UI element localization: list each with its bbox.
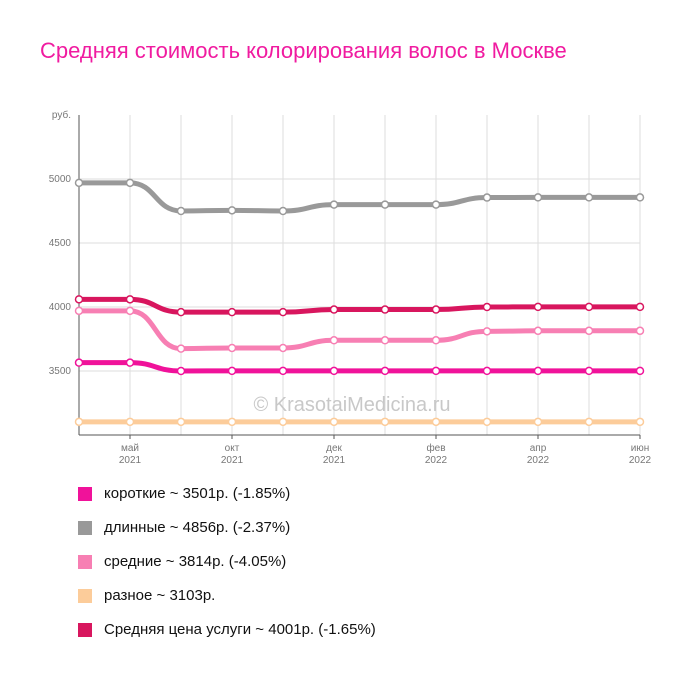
data-point	[380, 336, 390, 345]
data-point	[176, 206, 186, 216]
legend-label: Средняя цена услуги ~ 4001р. (-1.65%)	[104, 621, 376, 638]
data-point	[635, 366, 645, 376]
data-point	[533, 193, 543, 202]
data-point	[227, 307, 237, 317]
data-point	[278, 417, 288, 427]
legend-swatch	[78, 521, 92, 535]
data-point	[482, 366, 492, 376]
line-chart: 3500400045005000руб.май2021окт2021дек202…	[49, 109, 652, 466]
x-tick-label-month: май	[121, 443, 139, 454]
data-point	[176, 366, 186, 376]
y-tick-label: 3500	[49, 366, 72, 377]
legend-swatch	[78, 623, 92, 637]
data-point	[533, 302, 543, 312]
data-point	[74, 306, 84, 316]
data-point	[227, 206, 237, 215]
data-point	[74, 178, 84, 188]
chart-title: Средняя стоимость колорирования волос в …	[40, 38, 567, 63]
data-point	[380, 366, 390, 376]
legend-swatch	[78, 487, 92, 501]
data-point	[176, 344, 186, 353]
x-tick-label-year: 2021	[119, 455, 142, 466]
series-line	[76, 308, 643, 352]
legend-swatch	[78, 589, 92, 603]
data-point	[584, 302, 594, 312]
data-point	[176, 307, 186, 317]
data-point	[635, 417, 645, 427]
data-point	[431, 200, 441, 209]
data-point	[74, 358, 84, 367]
data-point	[482, 302, 492, 312]
data-point	[125, 295, 135, 304]
legend-label: средние ~ 3814р. (-4.05%)	[104, 553, 287, 570]
x-tick-label-year: 2021	[221, 455, 244, 466]
x-tick-label-month: окт	[225, 443, 240, 454]
data-point	[635, 326, 645, 336]
data-point	[431, 366, 441, 376]
data-point	[533, 326, 543, 336]
data-point	[584, 326, 594, 336]
data-point	[482, 327, 492, 336]
data-point	[380, 305, 390, 314]
data-point	[380, 200, 390, 209]
data-point	[584, 366, 594, 376]
series-line	[76, 180, 643, 214]
data-point	[584, 193, 594, 202]
data-point	[431, 336, 441, 345]
data-point	[584, 417, 594, 427]
series-line	[76, 296, 643, 315]
x-tick-label-month: апр	[530, 443, 547, 454]
x-tick-label-month: дек	[326, 443, 342, 454]
x-tick-label-month: июн	[631, 443, 650, 454]
x-tick-label-year: 2022	[629, 455, 652, 466]
data-point	[227, 343, 237, 353]
x-tick-label-year: 2022	[425, 455, 448, 466]
data-point	[431, 417, 441, 427]
data-point	[635, 302, 645, 312]
series-line	[76, 360, 643, 374]
y-tick-label: 4000	[49, 302, 72, 313]
data-point	[125, 178, 135, 188]
data-point	[329, 336, 339, 345]
data-point	[635, 193, 645, 202]
y-tick-label: 4500	[49, 238, 72, 249]
x-tick-label-year: 2021	[323, 455, 346, 466]
data-point	[533, 366, 543, 376]
data-point	[533, 417, 543, 427]
x-tick-label-year: 2022	[527, 455, 550, 466]
data-point	[74, 295, 84, 304]
watermark: © KrasotaiMedicina.ru	[253, 394, 450, 416]
legend-label: длинные ~ 4856р. (-2.37%)	[104, 519, 291, 536]
data-point	[278, 366, 288, 376]
legend-swatch	[78, 555, 92, 569]
data-point	[227, 417, 237, 427]
data-point	[431, 305, 441, 314]
data-point	[329, 417, 339, 427]
data-point	[482, 193, 492, 202]
data-point	[380, 417, 390, 427]
data-point	[176, 417, 186, 427]
data-point	[125, 358, 135, 367]
data-point	[278, 343, 288, 353]
y-tick-label: 5000	[49, 174, 72, 185]
data-point	[278, 307, 288, 317]
data-point	[74, 417, 84, 427]
data-point	[329, 366, 339, 376]
x-tick-label-month: фев	[426, 442, 445, 454]
legend-label: короткие ~ 3501р. (-1.85%)	[104, 485, 291, 502]
data-point	[278, 206, 288, 216]
data-point	[482, 417, 492, 427]
legend-label: разное ~ 3103р.	[104, 587, 216, 604]
data-point	[125, 417, 135, 427]
data-point	[227, 366, 237, 376]
y-axis-unit-label: руб.	[52, 109, 71, 121]
data-point	[329, 305, 339, 314]
data-point	[329, 200, 339, 209]
data-point	[125, 306, 135, 316]
